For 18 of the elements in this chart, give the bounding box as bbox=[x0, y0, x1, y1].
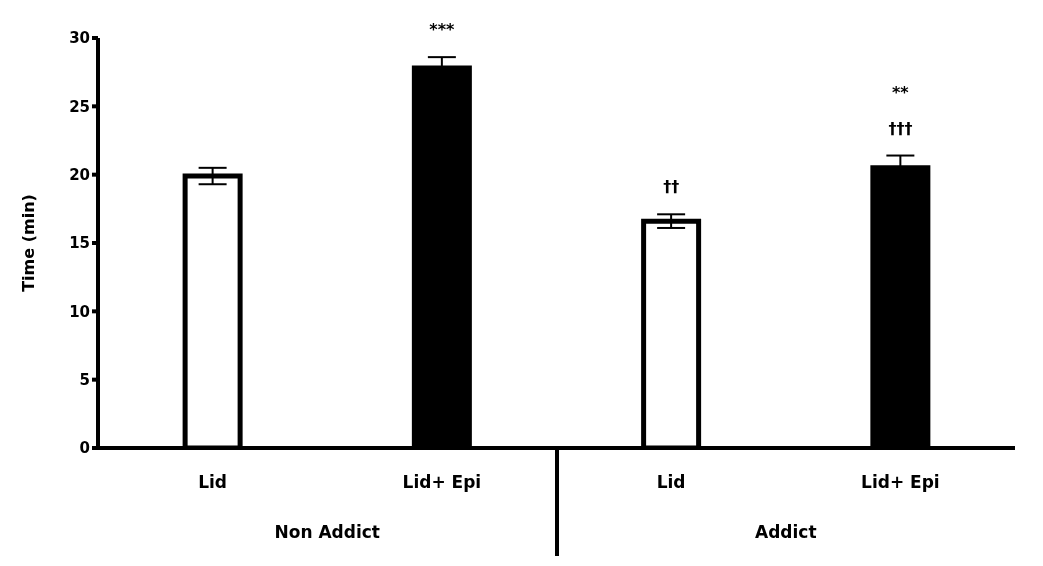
y-tick-label: 15 bbox=[69, 234, 90, 253]
y-tick-label: 5 bbox=[79, 370, 90, 389]
y-tick-label: 0 bbox=[79, 439, 90, 458]
annotation: ** bbox=[892, 82, 910, 102]
x-tick-label: Lid+ Epi bbox=[402, 472, 482, 493]
x-tick-label: Lid bbox=[656, 472, 686, 493]
y-tick-label: 20 bbox=[69, 165, 90, 184]
annotation: *** bbox=[429, 20, 456, 40]
text: Non Addict bbox=[273, 522, 381, 542]
y-tick-label: 10 bbox=[69, 302, 90, 321]
annotation: †† bbox=[663, 177, 680, 197]
y-tick-label: 25 bbox=[69, 97, 90, 116]
x-tick-label: Lid+ Epi bbox=[861, 472, 940, 493]
y-tick-label: 30 bbox=[69, 29, 90, 48]
x-tick-label: Lid bbox=[198, 472, 228, 493]
text: Addict bbox=[754, 522, 818, 542]
annotation: ††† bbox=[888, 118, 913, 138]
y-axis-title: Time (min) bbox=[18, 194, 38, 292]
